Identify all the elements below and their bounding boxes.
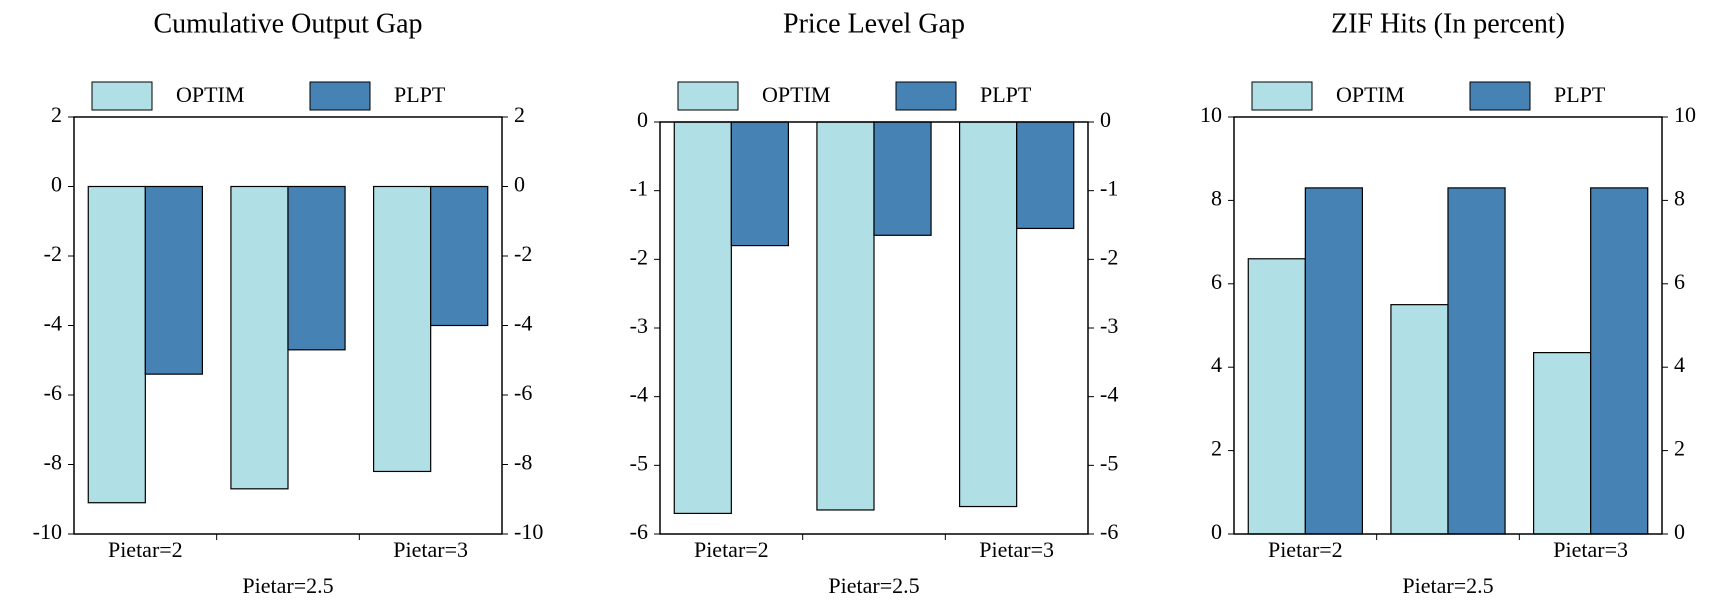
x-tick-label: Pietar=2.5: [828, 573, 919, 598]
y2-tick-label: -4: [1100, 382, 1118, 407]
bar: [287, 185, 346, 351]
bar: [87, 185, 146, 504]
bar: [1532, 352, 1592, 535]
x-tick-label: Pietar=2: [694, 537, 769, 562]
y-tick-label: -10: [33, 519, 62, 544]
bar: [873, 121, 932, 236]
x-tick-label: Pietar=2: [1268, 537, 1343, 562]
y2-tick-label: -1: [1100, 176, 1118, 201]
bar: [1304, 187, 1364, 535]
y-tick-label: -6: [44, 380, 62, 405]
y2-tick-label: -2: [1100, 244, 1118, 269]
x-tick-label: Pietar=3: [1553, 537, 1628, 562]
y2-tick-label: -2: [514, 241, 532, 266]
y-tick-label: 4: [1211, 352, 1222, 377]
chart-title: Cumulative Output Gap: [153, 8, 422, 39]
legend-label: OPTIM: [1336, 82, 1404, 107]
y-tick-label: 0: [1211, 519, 1222, 544]
y2-tick-label: -10: [514, 519, 543, 544]
bar: [816, 121, 875, 511]
legend-label: OPTIM: [176, 82, 244, 107]
y-tick-label: -2: [44, 241, 62, 266]
legend-swatch: [677, 81, 739, 111]
y2-tick-label: 2: [1674, 436, 1685, 461]
x-tick-label: Pietar=3: [979, 537, 1054, 562]
bar: [1390, 304, 1449, 535]
y-tick-label: -8: [44, 450, 62, 475]
y2-tick-label: 0: [1674, 519, 1685, 544]
chart-title: ZIF Hits (In percent): [1331, 8, 1565, 39]
y2-tick-label: 8: [1674, 185, 1685, 210]
y2-tick-label: -6: [1100, 519, 1118, 544]
y-tick-label: -4: [44, 311, 62, 336]
y-tick-label: 0: [51, 172, 62, 197]
y-tick-label: -4: [630, 382, 648, 407]
x-tick-label: Pietar=2.5: [1402, 573, 1493, 598]
bar: [1447, 187, 1506, 535]
y-tick-label: -1: [630, 176, 648, 201]
y2-tick-label: 6: [1674, 269, 1685, 294]
bar: [1016, 121, 1075, 230]
legend-swatch: [91, 81, 153, 111]
bar: [230, 185, 289, 490]
bar: [430, 185, 489, 327]
x-tick-label: Pietar=2: [108, 537, 183, 562]
plot-frame: [1233, 116, 1663, 535]
bar: [1590, 187, 1649, 535]
y2-tick-label: -5: [1100, 450, 1118, 475]
y-tick-label: -2: [630, 244, 648, 269]
y-tick-label: 0: [637, 107, 648, 132]
chart-title: Price Level Gap: [783, 8, 965, 39]
y2-tick-label: 0: [514, 172, 525, 197]
y2-tick-label: 10: [1674, 102, 1696, 127]
bar: [958, 121, 1018, 508]
y-tick-label: 10: [1200, 102, 1222, 127]
y-tick-label: -6: [630, 519, 648, 544]
bar: [373, 185, 432, 473]
y2-tick-label: 2: [514, 102, 525, 127]
bar: [144, 185, 203, 375]
y2-tick-label: -8: [514, 450, 532, 475]
y2-tick-label: -6: [514, 380, 532, 405]
legend-label: PLPT: [394, 82, 446, 107]
y-tick-label: 6: [1211, 269, 1222, 294]
plot-frame: [73, 116, 503, 535]
plot-frame: [659, 121, 1089, 535]
legend-label: OPTIM: [762, 82, 830, 107]
y-tick-label: 2: [1211, 436, 1222, 461]
y2-tick-label: -3: [1100, 313, 1118, 338]
legend-swatch: [1251, 81, 1313, 111]
y2-tick-label: 4: [1674, 352, 1685, 377]
legend-swatch: [1469, 81, 1531, 111]
legend-label: PLPT: [980, 82, 1032, 107]
y-tick-label: 2: [51, 102, 62, 127]
y2-tick-label: 0: [1100, 107, 1111, 132]
bar: [1247, 258, 1306, 535]
y2-tick-label: -4: [514, 311, 532, 336]
y-tick-label: -5: [630, 450, 648, 475]
legend-swatch: [309, 81, 371, 111]
x-tick-label: Pietar=3: [393, 537, 468, 562]
bar: [730, 121, 789, 247]
y-tick-label: 8: [1211, 185, 1222, 210]
x-tick-label: Pietar=2.5: [242, 573, 333, 598]
legend-label: PLPT: [1554, 82, 1606, 107]
legend-swatch: [895, 81, 957, 111]
bar: [673, 121, 732, 514]
y-tick-label: -3: [630, 313, 648, 338]
